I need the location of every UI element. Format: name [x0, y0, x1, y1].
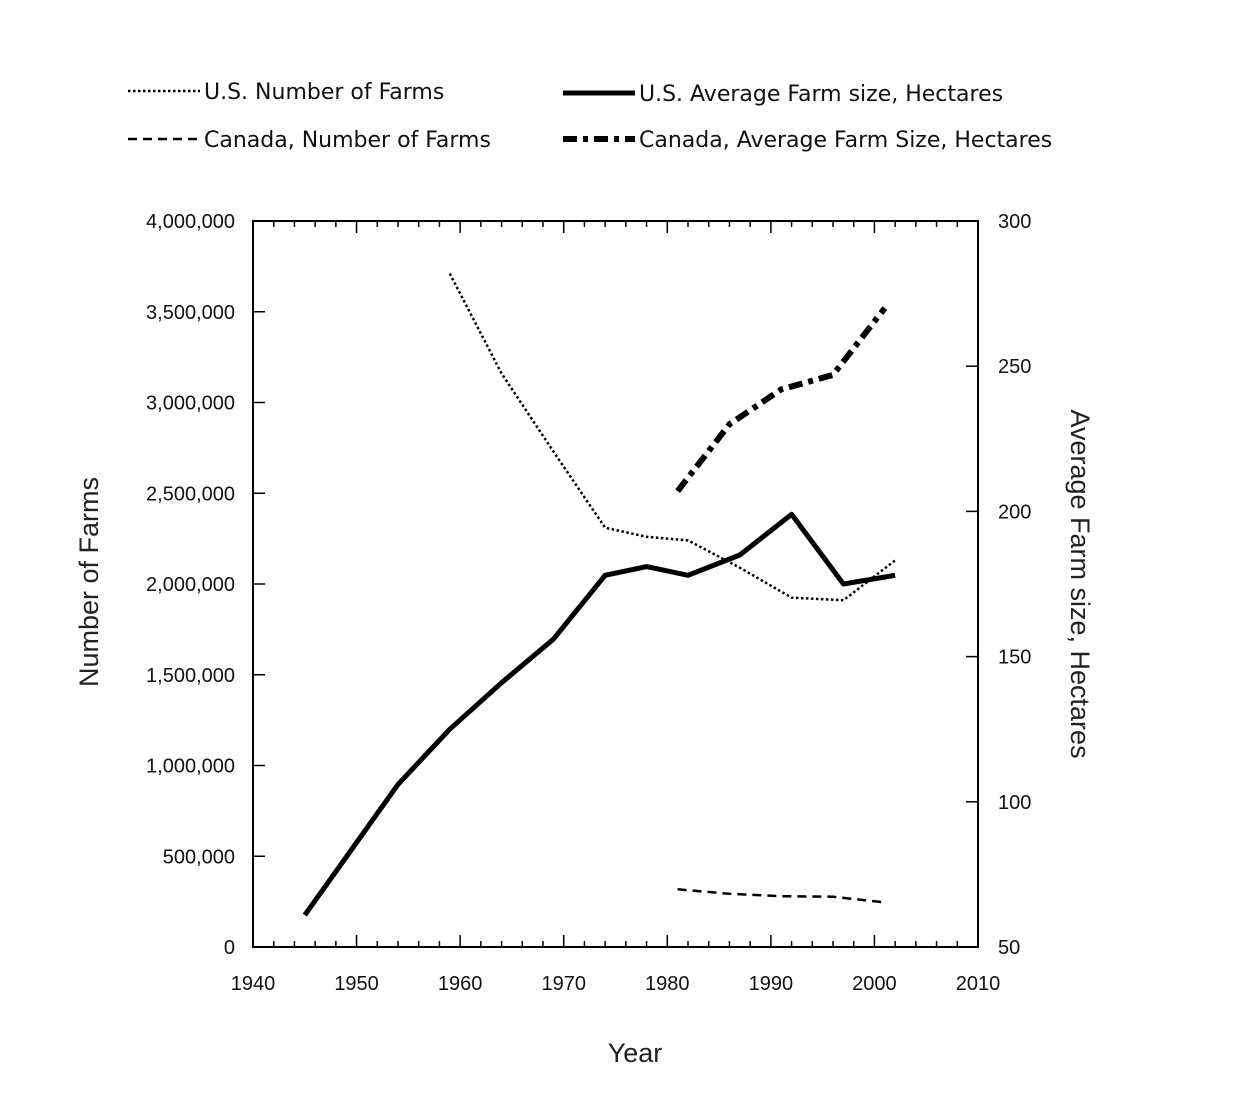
y-left-tick-label: 2,000,000 [146, 574, 235, 596]
x-tick-label: 2010 [956, 973, 1001, 995]
x-tick-label: 1960 [438, 973, 483, 995]
y-left-tick-label: 1,000,000 [146, 756, 235, 778]
left-y-axis-title: Number of Farms [74, 477, 104, 687]
y-right-tick-label: 300 [998, 211, 1031, 233]
x-tick-label: 1970 [541, 973, 586, 995]
series-line-4 [675, 306, 888, 493]
x-tick-label: 1950 [334, 973, 379, 995]
y-left-tick-label: 500,000 [163, 846, 235, 868]
legend-label: Canada, Average Farm Size, Hectares [639, 128, 1052, 153]
y-right-tick-label: 50 [998, 937, 1020, 959]
axis-ticks: 1940 1950 1960 1970 1980 1990 2000 2010 0 500,000… [146, 211, 1031, 995]
y-right-tick-label: 250 [998, 356, 1031, 378]
legend-label: Canada, Number of Farms [204, 128, 491, 153]
y-right-tick-label: 100 [998, 792, 1031, 814]
series-lines [302, 273, 896, 917]
y-left-tick-label: 1,500,000 [146, 665, 235, 687]
legend-label: U.S. Average Farm size, Hectares [639, 82, 1003, 107]
series-line-3 [677, 888, 885, 904]
x-tick-label: 2000 [852, 973, 897, 995]
y-right-tick-label: 150 [998, 647, 1031, 669]
x-tick-label: 1980 [645, 973, 690, 995]
y-left-tick-label: 4,000,000 [146, 211, 235, 233]
legend: U.S. Number of Farms U.S. Average Farm si… [128, 80, 1052, 153]
x-tick-label: 1940 [231, 973, 276, 995]
series-line-1 [448, 273, 896, 602]
y-left-tick-label: 2,500,000 [146, 483, 235, 505]
y-left-tick-label: 3,000,000 [146, 393, 235, 415]
series-line-2 [302, 511, 896, 917]
y-right-tick-label: 200 [998, 501, 1031, 523]
right-y-axis-title: Average Farm size, Hectares [1065, 409, 1095, 758]
y-left-tick-label: 3,500,000 [146, 302, 235, 324]
y-left-tick-label: 0 [224, 937, 235, 959]
legend-label: U.S. Number of Farms [204, 80, 444, 105]
x-tick-label: 1990 [749, 973, 794, 995]
x-axis-title: Year [608, 1038, 663, 1068]
